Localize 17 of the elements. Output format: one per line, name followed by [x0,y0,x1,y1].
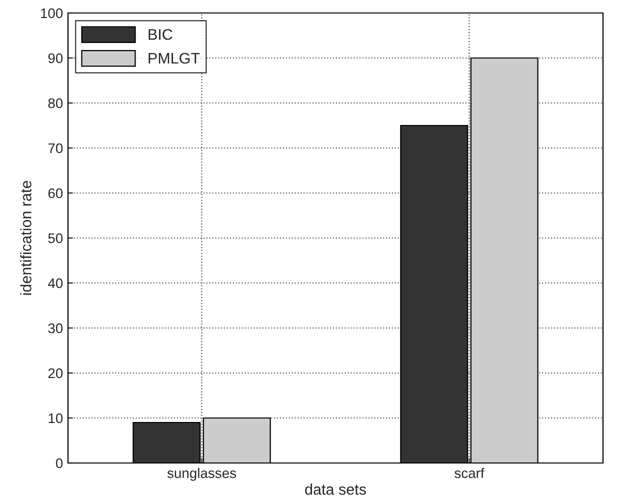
y-tick-label: 20 [48,368,63,378]
y-tick-label: 10 [48,413,63,424]
y-tick-label: 40 [48,278,63,288]
legend-label: BIC [148,29,172,40]
y-tick-label: 60 [48,188,63,198]
legend-label: PMLGT [148,52,200,64]
y-tick-label: 30 [48,323,63,334]
y-tick-label: 50 [48,233,63,244]
y-tick-label: 80 [48,98,63,108]
x-tick-label: scarf [454,468,484,478]
y-axis-title: identification rate [20,180,32,295]
y-tick-label: 100 [41,8,63,18]
x-tick-label: sunglasses [167,468,236,481]
x-axis-title: data sets [305,484,366,495]
y-tick-label: 70 [48,143,63,154]
y-tick-label: 90 [48,53,63,64]
y-tick-label: 0 [56,458,63,468]
